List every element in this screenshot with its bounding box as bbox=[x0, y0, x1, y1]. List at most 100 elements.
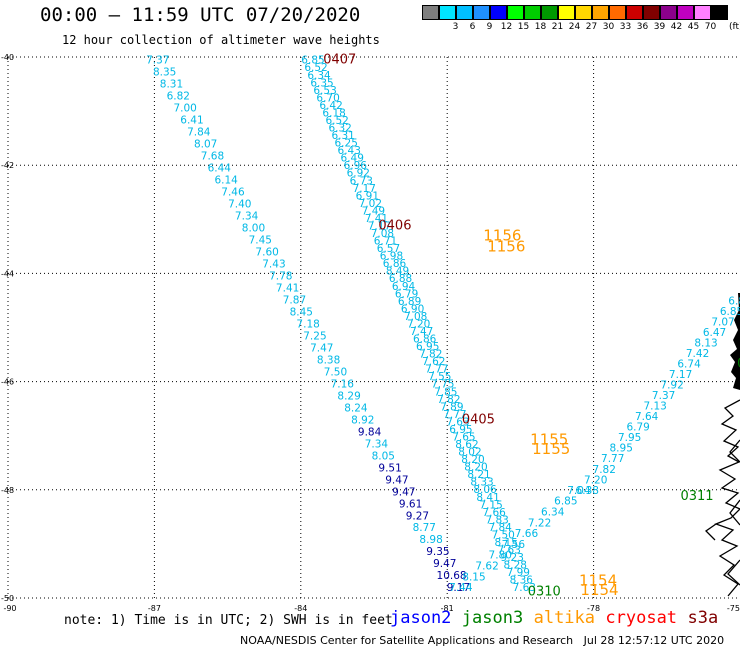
longitude-tick-label: -75 bbox=[727, 604, 740, 613]
wave-height-value: 8.31 bbox=[160, 79, 183, 91]
wave-height-value: 6.74 bbox=[677, 359, 701, 371]
wave-height-value: 7.63 bbox=[498, 545, 521, 557]
legend-value-label: 30 bbox=[602, 22, 615, 32]
legend-value-label: 36 bbox=[636, 22, 649, 32]
pass-time-label: 1155 bbox=[530, 430, 568, 448]
wave-height-value: 7.95 bbox=[618, 432, 641, 444]
wave-height-value: 7.77 bbox=[425, 364, 448, 376]
wave-height-value: 6.90 bbox=[401, 303, 424, 315]
wave-height-value: 7.75 bbox=[431, 379, 454, 391]
wave-height-value: 6.79 bbox=[395, 288, 418, 300]
legend-swatch bbox=[711, 5, 728, 20]
wave-height-value: 7.84 bbox=[187, 127, 211, 139]
wave-height-value: 6.31 bbox=[331, 130, 354, 142]
wave-height-value: 8.28 bbox=[504, 560, 527, 572]
legend-value-label: 39 bbox=[653, 22, 666, 32]
wave-height-value: 9.47 bbox=[433, 558, 456, 570]
wave-height-value: 6.94 bbox=[392, 281, 416, 293]
wave-height-value: 7.85 bbox=[434, 386, 457, 398]
wave-height-value: 7.17 bbox=[368, 220, 391, 232]
wave-height-value: 7.77 bbox=[601, 453, 624, 465]
wave-height-value: 8.13 bbox=[694, 338, 717, 350]
wave-height-value: 6.95 bbox=[449, 424, 472, 436]
wave-height-value: 9.47 bbox=[385, 474, 408, 486]
pass-time-label: 1154 bbox=[579, 572, 617, 590]
wave-height-value: 6.85 bbox=[301, 55, 324, 67]
wave-height-value: 8.92 bbox=[351, 414, 374, 426]
satellite-label-jason3: jason3 bbox=[461, 608, 524, 628]
wave-height-value: 7.56 bbox=[502, 539, 526, 551]
wave-height-value: 6.95 bbox=[416, 341, 439, 353]
wave-height-value: 8.62 bbox=[455, 439, 478, 451]
legend-swatch bbox=[694, 5, 711, 20]
wave-height-value: 9.17 bbox=[447, 582, 470, 594]
wave-height-value: 7.37 bbox=[146, 55, 169, 67]
latitude-tick-label: -50 bbox=[1, 594, 14, 603]
wave-height-value: 8.05 bbox=[372, 450, 395, 462]
pass-time-label: 03 bbox=[737, 357, 740, 372]
legend-swatch bbox=[575, 5, 592, 20]
wave-height-value: 6.57 bbox=[377, 243, 400, 255]
wave-height-value: 6.70 bbox=[316, 92, 339, 104]
wave-height-value: 7.66 bbox=[515, 528, 539, 540]
wave-height-value: 6.71 bbox=[374, 236, 397, 248]
pass-time-label: 0310 bbox=[528, 584, 561, 599]
wave-height-value: 6.34 bbox=[541, 506, 565, 518]
wave-height-value: 6.86 bbox=[413, 334, 437, 346]
wave-height-value: 8.06 bbox=[473, 484, 497, 496]
wave-height-value: 6.38 bbox=[576, 485, 599, 497]
wave-height-value: 7.64 bbox=[635, 411, 659, 423]
legend-swatch bbox=[473, 5, 490, 20]
wave-height-value: 6.82 bbox=[167, 91, 190, 103]
wave-height-value: 6.53 bbox=[313, 85, 336, 97]
wave-height-value: 7.17 bbox=[353, 183, 376, 195]
legend-swatch bbox=[609, 5, 626, 20]
wave-height-value: 7.83 bbox=[485, 514, 508, 526]
wave-height-value: 7.82 bbox=[593, 464, 616, 476]
wave-height-value: 7.34 bbox=[235, 211, 259, 223]
wave-height-value: 7.17 bbox=[669, 369, 692, 381]
wave-height-value: 8.20 bbox=[461, 454, 484, 466]
satellite-tracks: 7.378.358.316.827.006.417.848.077.686.44… bbox=[146, 55, 740, 594]
wave-height-value: 7.50 bbox=[324, 366, 347, 378]
wave-height-value: 7.25 bbox=[303, 330, 326, 342]
map-grid bbox=[7, 56, 740, 599]
legend-unit: (ft) bbox=[729, 22, 740, 32]
map-title: 00:00 – 11:59 UTC 07/20/2020 bbox=[40, 4, 361, 26]
wave-height-value: 6.34 bbox=[307, 70, 331, 82]
satellite-label-jason2: jason2 bbox=[390, 608, 452, 628]
wave-height-value: 6.85 bbox=[720, 306, 740, 318]
wave-height-value: 7.89 bbox=[440, 401, 463, 413]
legend-swatch bbox=[558, 5, 575, 20]
wave-height-value: 7.55 bbox=[428, 371, 451, 383]
wave-height-value: 7.40 bbox=[228, 199, 251, 211]
wave-height-value: 7.16 bbox=[331, 378, 355, 390]
legend-swatch bbox=[439, 5, 456, 20]
wave-height-value: 8.02 bbox=[458, 447, 481, 459]
wave-height-value: 6.79 bbox=[626, 422, 649, 434]
wave-height-value: 8.95 bbox=[610, 443, 633, 455]
wave-height-value: 8.38 bbox=[317, 354, 340, 366]
wave-height-value: 8.00 bbox=[242, 223, 265, 235]
wave-height-value: 7.43 bbox=[262, 259, 285, 271]
wave-height-value: 8.07 bbox=[194, 139, 217, 151]
longitude-tick-label: -81 bbox=[441, 604, 454, 613]
pass-time-label: 1156 bbox=[483, 227, 521, 245]
wave-height-value: 7.99 bbox=[507, 567, 530, 579]
legend-value-label: 45 bbox=[687, 22, 700, 32]
wave-height-value: 9.23 bbox=[501, 552, 524, 564]
wave-height-value: 7.42 bbox=[686, 348, 709, 360]
longitude-tick-label: -90 bbox=[3, 604, 16, 613]
wave-height-value: 6.47 bbox=[703, 327, 726, 339]
wave-height-value: 7.41 bbox=[276, 282, 299, 294]
wave-height-value: 7.47 bbox=[310, 342, 333, 354]
legend-value-label: 9 bbox=[486, 22, 493, 32]
latitude-tick-label: -40 bbox=[1, 53, 14, 62]
wave-height-value: 6.86 bbox=[383, 258, 407, 270]
wave-height-value: 7.77 bbox=[443, 409, 466, 421]
legend-value-label: 12 bbox=[500, 22, 513, 32]
wave-height-value: 8.98 bbox=[419, 534, 442, 546]
wave-height-value: 7.02 bbox=[359, 198, 382, 210]
